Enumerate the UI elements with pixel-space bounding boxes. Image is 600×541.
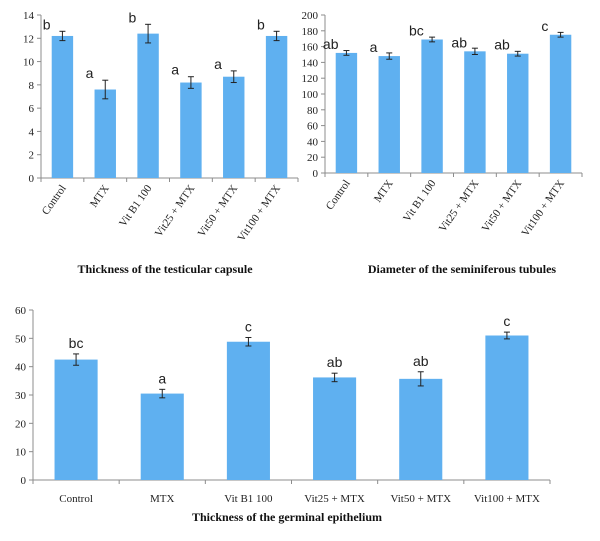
significance-letter: b [128, 9, 136, 25]
chart-seminiferous-tubules: 0 20 40 60 80 100 120 140 160 180 200 ab Control a MTX… [302, 10, 583, 239]
y-tick-label: 8 [29, 80, 35, 92]
bar [137, 33, 159, 178]
y-tick-label: 20 [15, 418, 27, 430]
chart-title-germinal-epithelium: Thickness of the germinal epithelium [192, 510, 382, 524]
x-tick-label: Vit100 + MTX [519, 178, 567, 239]
bar [265, 35, 288, 179]
y-tick-label: 6 [29, 103, 35, 115]
y-tick-label: 40 [15, 362, 27, 374]
significance-letter: bc [69, 335, 84, 351]
bar [54, 359, 98, 480]
x-tick-label: Vit50 + MTX [480, 178, 525, 235]
y-tick-label: 0 [29, 173, 35, 185]
significance-letter: a [171, 62, 179, 78]
y-tick-label: 0 [21, 475, 27, 487]
significance-letter: ab [451, 34, 467, 50]
y-tick-label: 160 [302, 42, 319, 54]
x-tick-label: Vit B1 100 [224, 493, 273, 505]
y-tick-label: 40 [307, 136, 319, 148]
y-tick-label: 80 [307, 105, 319, 117]
significance-letter: a [370, 39, 378, 55]
significance-letter: ab [323, 36, 339, 52]
bar [421, 39, 443, 173]
significance-letter: a [86, 65, 94, 81]
x-tick-label: Vit B1 100 [401, 177, 439, 224]
x-tick-label: Vit25 + MTX [437, 178, 482, 235]
bar [223, 76, 245, 178]
chart-title-seminiferous-tubules: Diameter of the seminiferous tubules [368, 262, 557, 276]
x-tick-label: Vit B1 100 [117, 182, 155, 229]
x-tick-label: Control [324, 178, 353, 212]
chart-title-testicular-capsule: Thickness of the testicular capsule [77, 262, 253, 276]
bar [464, 51, 486, 174]
y-tick-label: 0 [313, 168, 319, 180]
y-tick-label: 30 [15, 390, 27, 402]
bar [378, 56, 400, 173]
x-tick-label: Vit25 + MTX [304, 493, 365, 505]
y-tick-label: 50 [15, 333, 27, 345]
x-tick-label: Control [59, 493, 93, 505]
bar [335, 52, 358, 173]
x-tick-label: MTX [372, 178, 396, 205]
significance-letter: c [245, 318, 252, 334]
significance-letter: b [43, 16, 51, 32]
x-tick-label: Vit100 + MTX [474, 493, 540, 505]
bar [485, 335, 529, 480]
y-tick-label: 12 [23, 33, 34, 45]
y-tick-label: 20 [307, 152, 319, 164]
y-tick-label: 14 [23, 10, 35, 22]
y-tick-label: 180 [302, 26, 319, 38]
significance-letter: a [214, 56, 222, 72]
y-tick-label: 4 [29, 126, 35, 138]
y-tick-label: 60 [307, 121, 319, 133]
bar [51, 35, 74, 179]
chart-testicular-capsule: 0 2 4 6 8 10 12 14 b Control a MTX b Vit B1 100 a Vit25… [23, 9, 299, 244]
x-tick-label: Control [40, 183, 69, 217]
significance-letter: c [503, 313, 510, 329]
y-tick-label: 2 [29, 150, 35, 162]
significance-letter: a [158, 370, 166, 386]
significance-letter: ab [327, 354, 343, 370]
significance-letter: b [257, 16, 265, 32]
bar [140, 393, 184, 480]
y-tick-label: 100 [302, 89, 319, 101]
y-tick-label: 140 [302, 57, 319, 69]
x-tick-label: Vit100 + MTX [235, 183, 283, 244]
y-tick-label: 120 [302, 73, 319, 85]
bar [399, 378, 443, 480]
bar [549, 34, 572, 173]
x-tick-label: Vit50 + MTX [196, 183, 241, 240]
chart-germinal-epithelium: 0 10 20 30 40 50 60 bc Control a MTX c Vit B1 100 ab V… [15, 305, 551, 505]
significance-letter: ab [494, 37, 510, 53]
y-tick-label: 10 [15, 447, 27, 459]
x-tick-label: MTX [88, 183, 112, 210]
bar [313, 377, 357, 480]
y-tick-label: 10 [23, 57, 35, 69]
x-tick-label: Vit25 + MTX [153, 183, 198, 240]
bar [226, 341, 270, 480]
y-tick-label: 60 [15, 305, 27, 317]
x-tick-label: MTX [150, 493, 175, 505]
bar [180, 82, 202, 178]
significance-letter: ab [413, 353, 429, 369]
y-tick-label: 200 [302, 10, 319, 22]
bar [507, 53, 529, 173]
bar [94, 89, 116, 178]
significance-letter: bc [409, 22, 424, 38]
significance-letter: c [541, 18, 548, 34]
x-tick-label: Vit50 + MTX [390, 493, 451, 505]
